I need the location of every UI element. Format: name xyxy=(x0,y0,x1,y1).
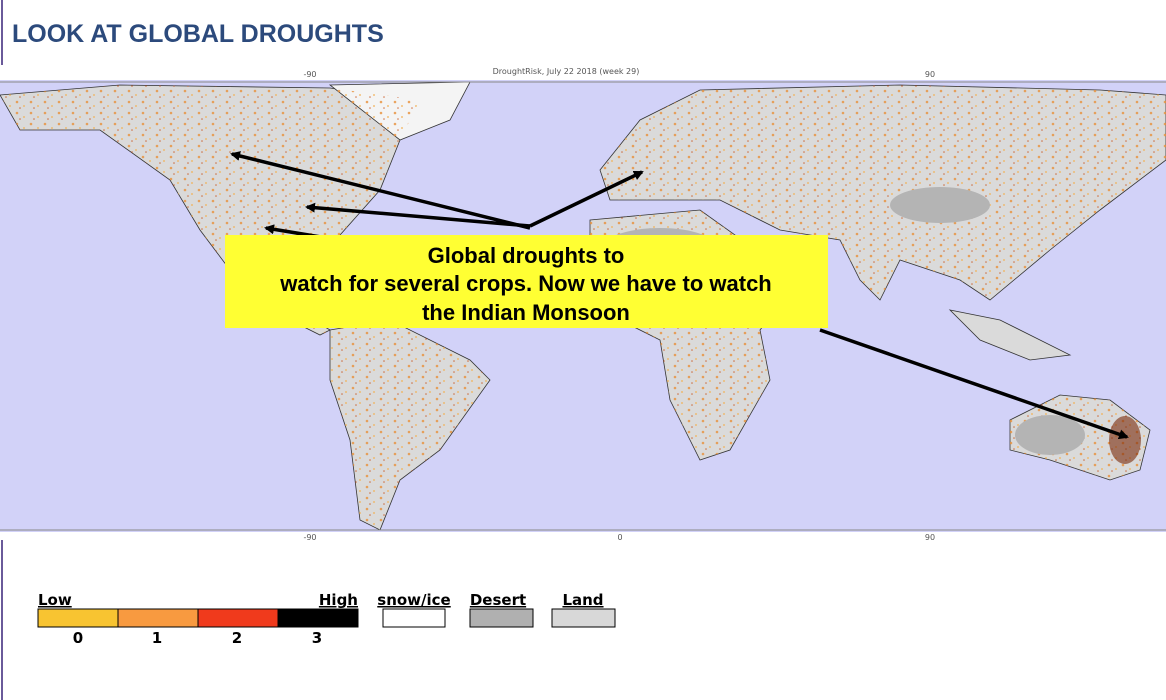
indonesia xyxy=(948,309,1072,361)
arrow xyxy=(305,202,531,228)
lon-label: 0 xyxy=(617,533,622,542)
legend-swatch xyxy=(117,608,199,628)
callout-box xyxy=(225,235,828,328)
legend-swatch xyxy=(382,608,446,628)
slide-title: LOOK AT GLOBAL DROUGHTS xyxy=(12,20,384,48)
drought-hotspot xyxy=(1109,416,1141,464)
desert xyxy=(1015,415,1085,455)
legend-swatch xyxy=(277,608,359,628)
desert xyxy=(890,187,990,223)
arrow xyxy=(819,328,1129,440)
lon-label: -90 xyxy=(303,70,316,79)
legend: Low High 0 1 2 3 snow/ice Desert Land xyxy=(37,591,616,647)
legend-level: 0 xyxy=(73,629,83,647)
legend-swatch xyxy=(469,608,534,628)
legend-level: 3 xyxy=(312,629,322,647)
lon-label: -90 xyxy=(303,533,316,542)
legend-class: Desert xyxy=(470,591,526,609)
lon-label: 90 xyxy=(925,533,935,542)
legend-high: High xyxy=(319,591,358,609)
lon-label: 90 xyxy=(925,70,935,79)
arrow xyxy=(529,170,644,228)
legend-class: Land xyxy=(562,591,603,609)
legend-class: snow/ice xyxy=(377,591,450,609)
map-caption: DroughtRisk, July 22 2018 (week 29) xyxy=(493,67,640,76)
callout-line: Global droughts to xyxy=(428,243,625,268)
callout-line: watch for several crops. Now we have to … xyxy=(279,271,772,296)
legend-low: Low xyxy=(38,591,72,609)
legend-swatch xyxy=(37,608,119,628)
legend-level: 2 xyxy=(232,629,242,647)
legend-level: 1 xyxy=(152,629,162,647)
callout-line: the Indian Monsoon xyxy=(422,300,630,325)
arrow xyxy=(230,151,531,230)
legend-swatch xyxy=(197,608,279,628)
legend-swatch xyxy=(551,608,616,628)
